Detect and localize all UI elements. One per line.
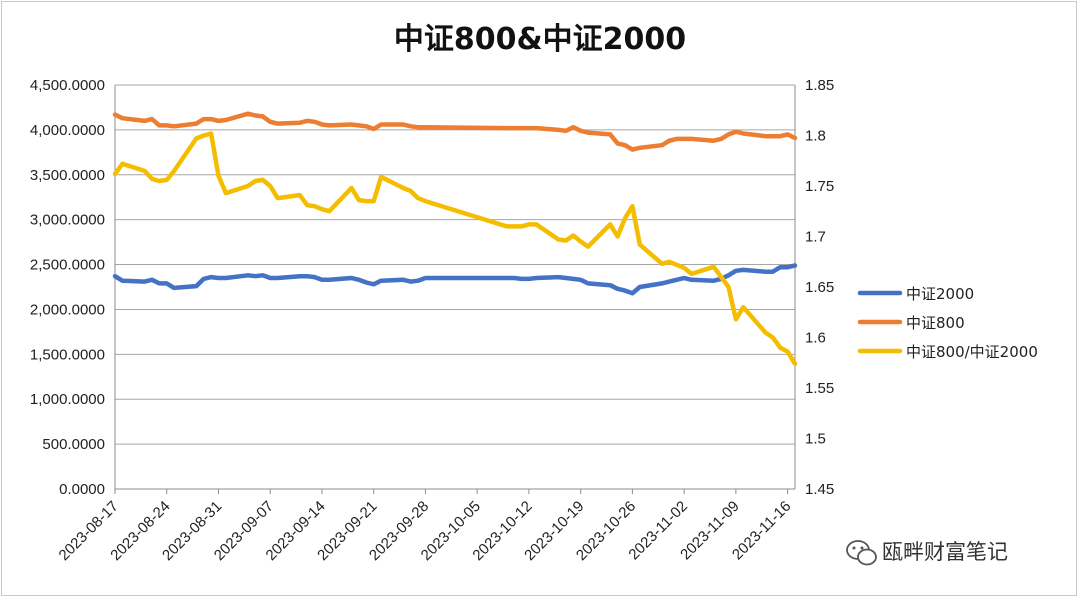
y-left-tick-label: 1,500.0000: [30, 346, 105, 363]
y-right-tick-label: 1.65: [805, 279, 834, 296]
y-right-tick-label: 1.8: [805, 128, 826, 145]
series-line-3: [112, 131, 798, 367]
y-left-tick-label: 4,000.0000: [30, 122, 105, 139]
series-line-1: [112, 263, 798, 296]
series-line-2: [112, 111, 798, 152]
y-left-tick-label: 500.0000: [42, 436, 105, 453]
watermark-text: 瓯畔财富笔记: [882, 540, 1008, 564]
y-left-tick-label: 3,000.0000: [30, 212, 105, 229]
y-left-tick-label: 1,000.0000: [30, 391, 105, 408]
y-left-tick-label: 2,000.0000: [30, 301, 105, 318]
y-right-tick-label: 1.6: [805, 330, 826, 347]
y-right-tick-label: 1.85: [805, 77, 834, 94]
y-left-tick-label: 2,500.0000: [30, 257, 105, 274]
y-right-tick-label: 1.5: [805, 431, 826, 448]
y-right-tick-label: 1.75: [805, 178, 834, 195]
chart-title: 中证800&中证2000: [393, 22, 687, 57]
legend-label: 中证800/中证2000: [906, 343, 1038, 361]
watermark: 瓯畔财富笔记: [846, 540, 1008, 566]
y-left-tick-label: 4,500.0000: [30, 77, 105, 94]
y-left-tick-label: 3,500.0000: [30, 167, 105, 184]
y-right-tick-label: 1.45: [805, 481, 834, 498]
legend-label: 中证800: [906, 314, 965, 332]
legend-label: 中证2000: [906, 285, 974, 303]
y-left-tick-label: 0.0000: [59, 481, 105, 498]
y-right-tick-label: 1.55: [805, 380, 834, 397]
y-right-tick-label: 1.7: [805, 229, 826, 246]
wechat-icon: [846, 540, 877, 566]
